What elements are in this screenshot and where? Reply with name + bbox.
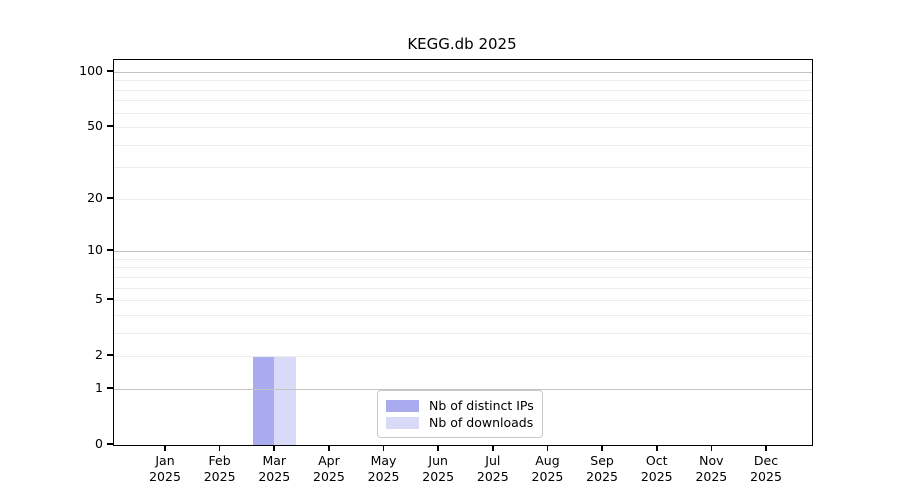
gridline-minor (114, 100, 812, 102)
gridline-major (114, 251, 812, 253)
gridline-minor (114, 287, 812, 289)
bar-downloads (274, 356, 296, 445)
x-tick-mark (765, 446, 767, 451)
y-tick-label: 100 (79, 62, 103, 78)
x-tick-mark (492, 446, 494, 451)
x-tick-label: Aug 2025 (531, 453, 564, 484)
x-tick-label: Mar 2025 (258, 453, 291, 484)
y-tick-label: 20 (87, 189, 103, 205)
x-tick-label: Sep 2025 (586, 453, 618, 484)
x-tick-label: Oct 2025 (640, 453, 673, 484)
y-tick-label: 10 (87, 242, 103, 258)
gridline-minor (114, 267, 812, 269)
bars-layer (114, 60, 812, 445)
gridline-minor (114, 300, 812, 302)
bar-distinct-ips (252, 356, 275, 445)
gridline-minor (114, 356, 812, 358)
gridline-minor (114, 89, 812, 91)
x-tick-label: Nov 2025 (695, 453, 728, 484)
x-tick-label: Jul 2025 (476, 453, 509, 484)
plot-area (113, 59, 813, 446)
gridline-minor (114, 332, 812, 334)
x-tick-mark (328, 446, 330, 451)
x-tick-label: Dec 2025 (750, 453, 782, 484)
y-tick-label: 0 (95, 436, 103, 451)
legend: Nb of distinct IPs Nb of downloads (377, 390, 543, 438)
x-tick-label: Jun 2025 (422, 453, 455, 484)
legend-entry-downloads: Nb of downloads (386, 414, 534, 431)
legend-label-distinct-ips: Nb of distinct IPs (429, 398, 534, 413)
x-tick-mark (710, 446, 713, 451)
x-tick-mark (164, 446, 166, 451)
x-tick-label: Apr 2025 (313, 453, 345, 484)
gridline-major (114, 388, 812, 390)
grid-layer (114, 60, 812, 445)
gridline-minor (114, 314, 812, 316)
legend-label-downloads: Nb of downloads (429, 415, 534, 430)
gridline-major (114, 71, 812, 73)
gridline-minor (114, 144, 812, 146)
x-tick-mark (218, 446, 221, 451)
gridline-minor (114, 258, 812, 260)
y-tick-label: 50 (87, 118, 103, 134)
y-tick-label: 2 (95, 347, 103, 363)
x-tick-mark (437, 446, 439, 451)
x-tick-mark (382, 446, 385, 451)
gridline-minor (114, 198, 812, 200)
x-tick-mark (601, 446, 603, 451)
y-tick-label: 5 (95, 291, 103, 307)
gridline-minor (114, 80, 812, 82)
x-tick-mark (546, 446, 549, 451)
chart-title: KEGG.db 2025 (407, 35, 517, 53)
legend-entry-distinct-ips: Nb of distinct IPs (386, 397, 534, 414)
y-tick-label: 1 (95, 379, 103, 395)
legend-swatch-downloads (386, 416, 419, 429)
x-tick-label: Feb 2025 (203, 453, 236, 484)
x-tick-mark (655, 446, 658, 451)
gridline-minor (114, 127, 812, 129)
gridline-minor (114, 167, 812, 169)
x-tick-mark (273, 446, 276, 451)
gridline-minor (114, 112, 812, 114)
gridline-minor (114, 276, 812, 278)
legend-swatch-distinct-ips (386, 399, 419, 412)
x-tick-label: May 2025 (367, 453, 400, 484)
x-tick-label: Jan 2025 (149, 453, 181, 484)
